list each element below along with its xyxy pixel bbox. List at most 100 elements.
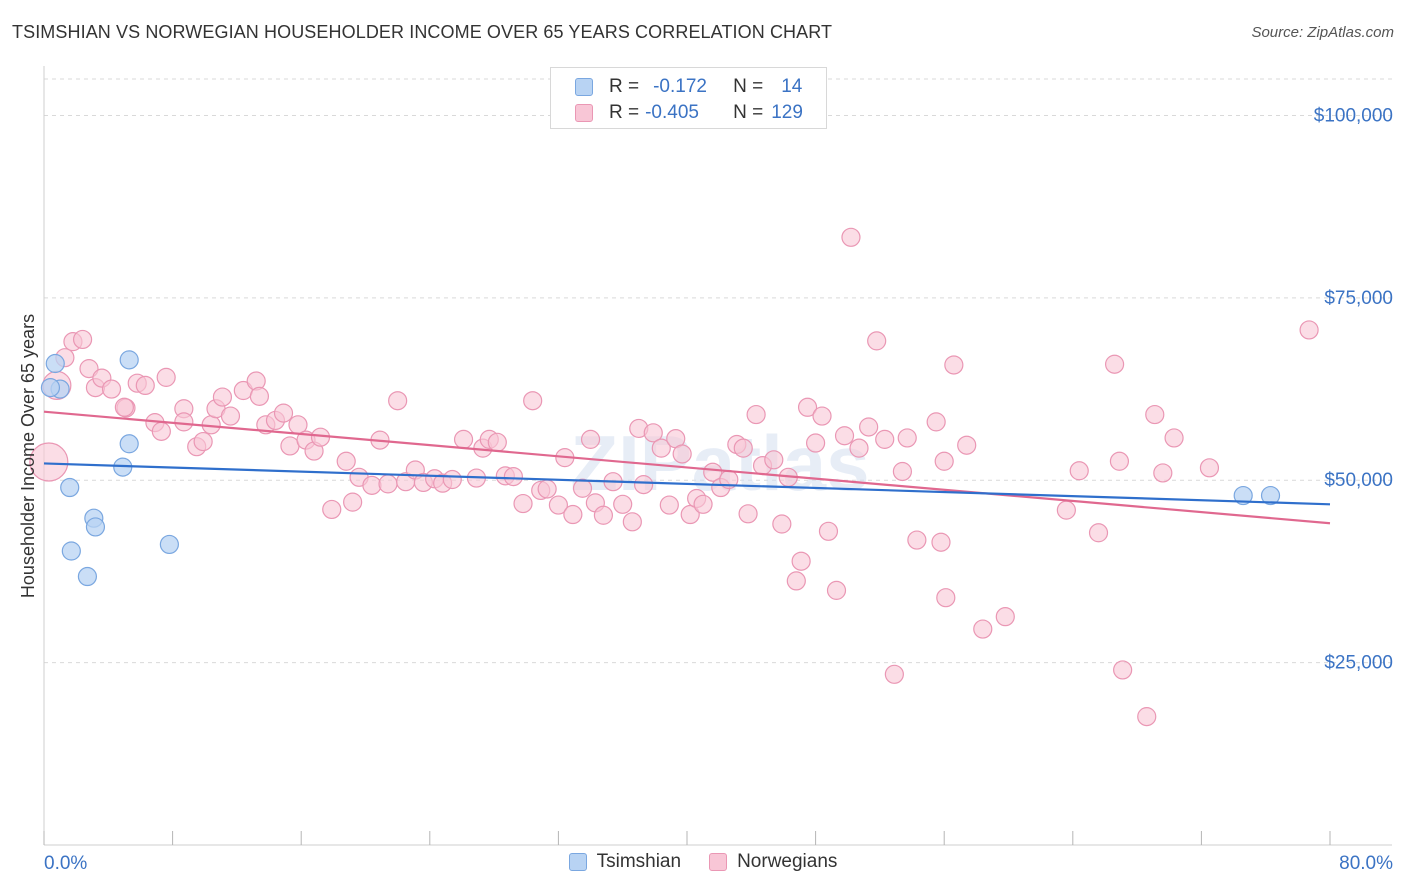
norwegians-point — [651, 438, 671, 458]
stats-legend: R = -0.172 N = 14 R = -0.405 N = 129 — [550, 67, 827, 129]
norwegians-point — [936, 588, 956, 608]
norwegians-point — [1137, 707, 1157, 727]
norwegians-point — [907, 530, 927, 550]
x-tick-label: 0.0% — [44, 853, 87, 874]
norwegians-point — [1145, 404, 1165, 425]
grid-lines — [44, 78, 1392, 664]
tsimshian-point — [159, 534, 179, 555]
n-label: N = — [733, 76, 764, 97]
tsimshian-point — [119, 434, 139, 454]
norwegians-point — [572, 478, 593, 498]
norwegians-point — [973, 619, 993, 639]
tsimshian-point — [1260, 485, 1281, 506]
norwegians-point — [703, 462, 723, 482]
norwegians-point — [114, 397, 134, 417]
norwegians-point — [442, 469, 462, 490]
norwegians-point — [884, 664, 904, 684]
norwegians-point — [957, 435, 977, 455]
norwegians-point — [135, 375, 155, 395]
norwegians-point — [487, 432, 507, 452]
series-legend: Tsimshian Norwegians — [0, 851, 1406, 873]
norwegians-point — [1199, 458, 1220, 478]
n-value: 14 — [781, 76, 803, 97]
norwegians-point — [156, 367, 176, 387]
legend-item-norwegians: Norwegians — [709, 851, 837, 873]
norwegians-point — [797, 397, 818, 417]
norwegians-point — [513, 493, 533, 514]
norwegians-point — [29, 442, 69, 482]
norwegians-point — [101, 379, 122, 399]
r-value: -0.172 — [653, 76, 707, 97]
x-tick-label: 80.0% — [1339, 853, 1393, 874]
r-label: R = — [609, 76, 640, 97]
norwegians-point — [826, 580, 847, 600]
blue-swatch — [575, 78, 593, 96]
norwegians-point — [79, 359, 99, 379]
norwegians-point — [1104, 354, 1125, 374]
legend-row-norwegians: R = -0.405 N = 129 — [575, 101, 803, 125]
norwegians-point — [643, 423, 663, 443]
norwegians-point — [812, 406, 832, 426]
norwegians-point — [738, 504, 758, 524]
tsimshian-point — [60, 477, 80, 498]
tsimshian-point — [61, 541, 81, 561]
norwegians-point — [622, 512, 642, 532]
norwegians-point — [995, 607, 1015, 627]
norwegians-point — [280, 436, 300, 456]
tsimshian-point — [77, 566, 98, 587]
norwegians-point — [388, 391, 408, 411]
norwegians-point — [1153, 463, 1173, 483]
legend-label-tsimshian: Tsimshian — [596, 851, 682, 872]
norwegians-point — [537, 479, 557, 499]
norwegians-point — [1113, 660, 1133, 680]
norwegians-point — [867, 331, 887, 351]
norwegians-point — [786, 571, 806, 591]
norwegians-point — [672, 444, 692, 464]
norwegians-point — [212, 387, 233, 407]
tsimshian-point — [85, 517, 106, 537]
norwegians-point — [849, 438, 869, 458]
norwegians-point — [362, 475, 382, 495]
tsimshian-point — [45, 353, 65, 374]
y-tick-label: $75,000 — [1324, 288, 1393, 309]
norwegians-point — [1056, 500, 1076, 520]
norwegians-point — [503, 466, 523, 487]
norwegians-point — [523, 391, 543, 411]
tsimshian-point — [40, 377, 61, 398]
blue-swatch — [568, 853, 587, 871]
norwegians-point — [1164, 428, 1184, 448]
norwegians-point — [563, 504, 583, 525]
norwegians-point — [764, 450, 784, 470]
y-tick-label: $25,000 — [1324, 653, 1393, 674]
norwegians-point — [220, 406, 241, 426]
norwegians-point — [1069, 461, 1089, 481]
norwegians-point — [1109, 451, 1130, 471]
norwegians-point — [859, 417, 879, 437]
norwegians-point — [934, 451, 954, 471]
norwegians-point — [1299, 320, 1319, 340]
r-value: -0.405 — [645, 102, 699, 123]
norwegians-point — [580, 429, 601, 449]
legend-label-norwegians: Norwegians — [737, 851, 838, 872]
norwegians-point — [791, 551, 811, 571]
data-points — [29, 227, 1319, 727]
norwegians-point — [875, 429, 895, 449]
norwegians-point — [174, 412, 194, 432]
n-value: 129 — [771, 102, 803, 123]
norwegians-point — [151, 421, 171, 441]
norwegians-point — [343, 492, 363, 512]
pink-swatch — [709, 853, 728, 871]
norwegians-point — [72, 329, 93, 350]
norwegians-point — [926, 412, 946, 432]
norwegians-point — [693, 494, 713, 514]
n-label: N = — [733, 102, 764, 123]
norwegians-point — [322, 499, 342, 520]
norwegians-point — [841, 227, 861, 247]
norwegians-point — [931, 532, 951, 552]
norwegians-trend-line — [43, 410, 1331, 525]
legend-item-tsimshian: Tsimshian — [568, 851, 682, 873]
norwegians-point — [378, 474, 398, 494]
tsimshian-trend-line — [43, 462, 1331, 506]
norwegians-point — [659, 495, 679, 515]
